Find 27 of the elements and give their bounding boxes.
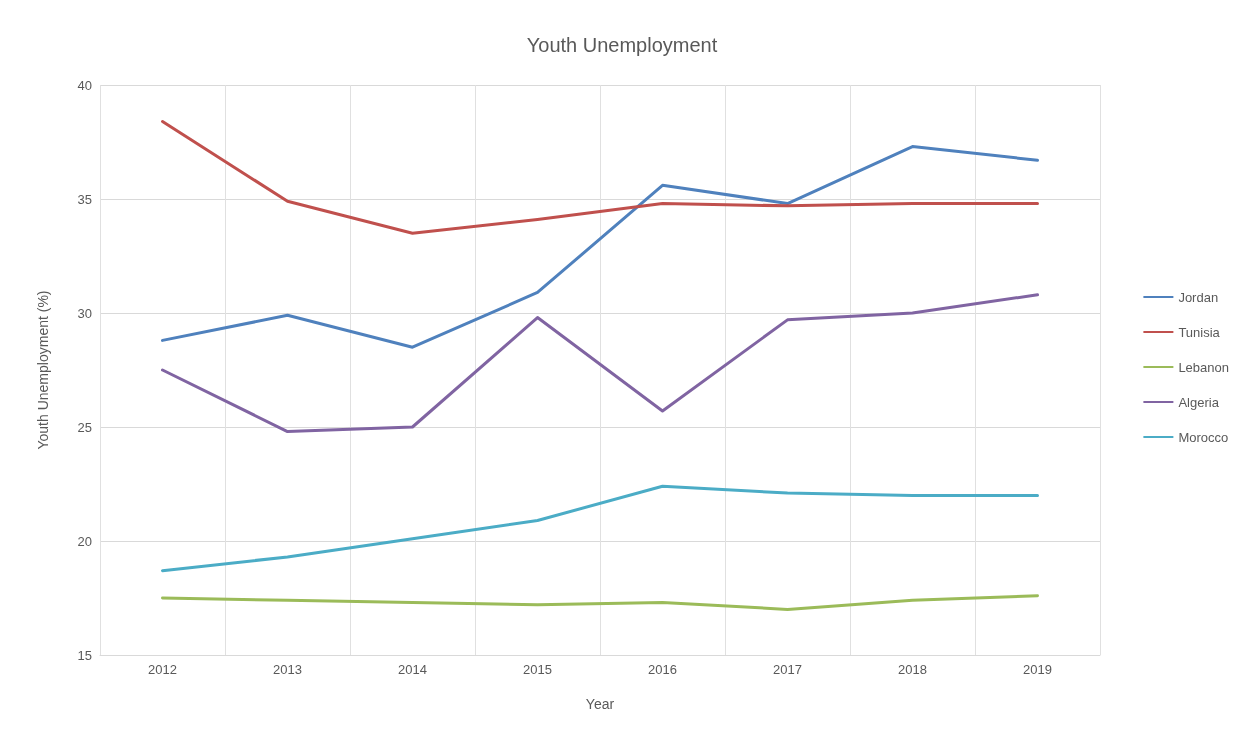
chart-title: Youth Unemployment	[526, 34, 718, 56]
line-series	[161, 119, 1039, 235]
line-series	[161, 484, 1039, 573]
legend-label: Jordan	[1178, 289, 1219, 305]
x-tick-label: 2017	[773, 662, 802, 677]
legend-label: Tunisia	[1178, 324, 1221, 340]
y-tick-label: 15	[77, 647, 92, 663]
y-tick-label: 40	[77, 77, 92, 93]
x-tick-label: 2019	[1023, 662, 1052, 677]
x-axis-title: Year	[585, 696, 615, 712]
y-tick-label: 25	[77, 419, 92, 435]
legend-label: Morocco	[1178, 429, 1229, 445]
x-tick-label: 2013	[273, 662, 302, 677]
y-tick-label: 35	[77, 191, 92, 207]
x-tick-label: 2016	[648, 662, 677, 677]
x-tick-label: 2015	[523, 662, 552, 677]
x-tick-label: 2014	[398, 662, 427, 677]
x-tick-label: 2012	[148, 662, 177, 677]
line-series	[161, 145, 1039, 349]
legend-label: Lebanon	[1178, 359, 1230, 375]
legend-label: Algeria	[1178, 394, 1220, 410]
x-tick-label: 2018	[898, 662, 927, 677]
line-series	[161, 594, 1039, 611]
line-series	[161, 293, 1039, 434]
y-tick-label: 20	[77, 533, 92, 549]
y-axis-title: Youth Unemployment (%)	[35, 290, 51, 450]
y-tick-label: 30	[77, 305, 92, 321]
